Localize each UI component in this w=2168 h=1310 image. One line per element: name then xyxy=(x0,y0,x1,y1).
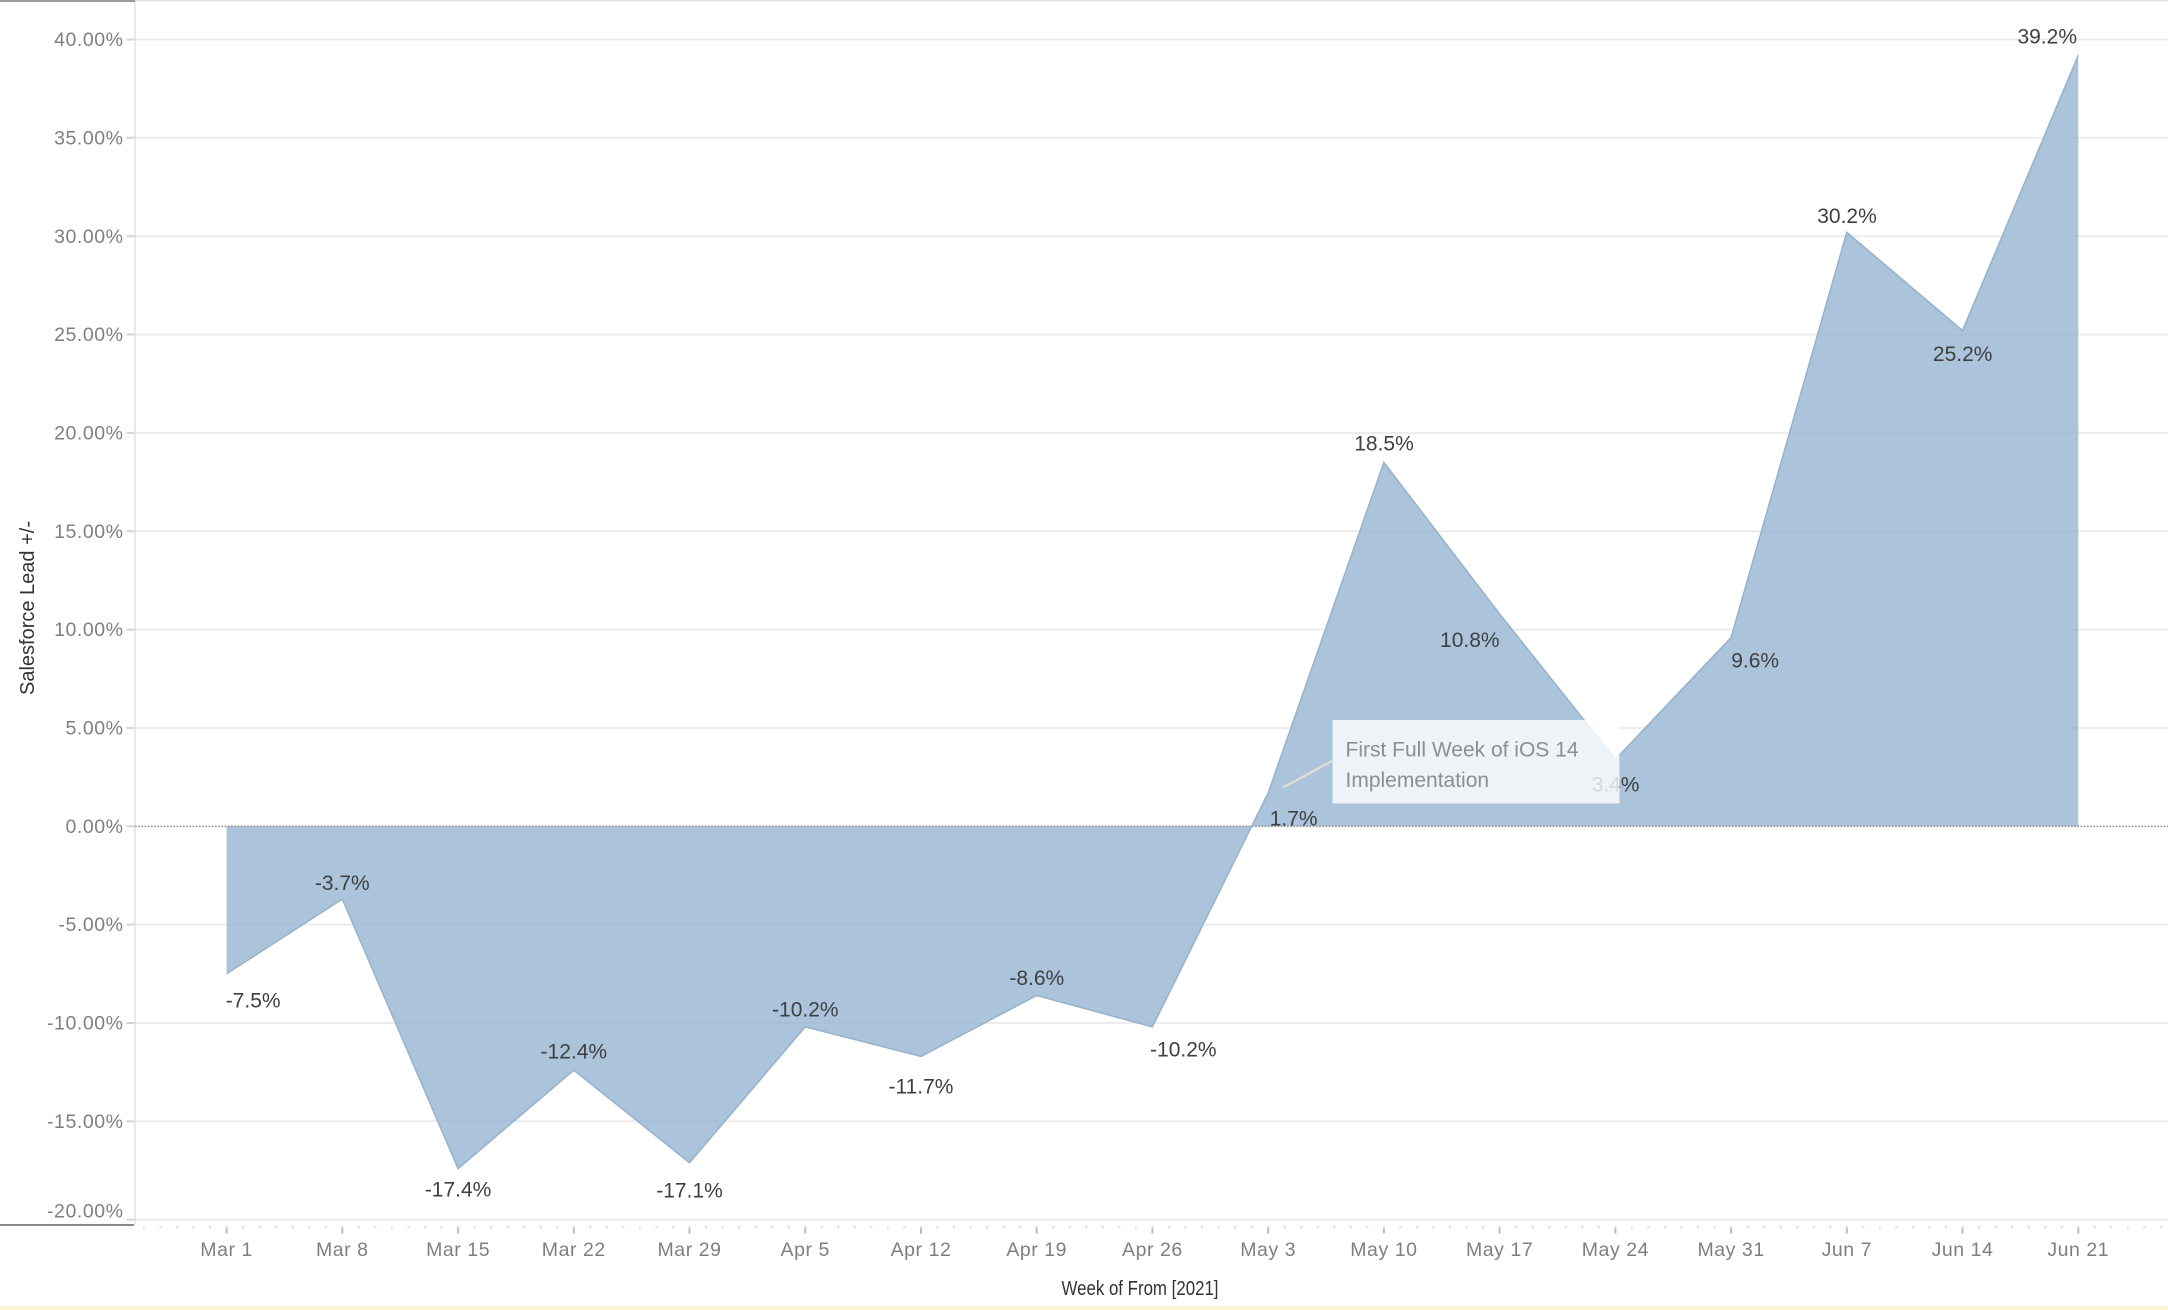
svg-text:-20.00%: -20.00% xyxy=(47,1201,123,1223)
svg-text:-11.7%: -11.7% xyxy=(889,1076,954,1099)
svg-text:May 17: May 17 xyxy=(1466,1239,1533,1261)
svg-text:30.00%: 30.00% xyxy=(54,226,123,248)
svg-text:-17.4%: -17.4% xyxy=(425,1179,492,1202)
svg-text:-10.2%: -10.2% xyxy=(1150,1038,1217,1061)
svg-text:Implementation: Implementation xyxy=(1346,769,1490,792)
svg-text:39.2%: 39.2% xyxy=(2017,25,2077,48)
svg-text:20.00%: 20.00% xyxy=(54,423,123,445)
svg-text:9.6%: 9.6% xyxy=(1731,649,1779,672)
svg-text:35.00%: 35.00% xyxy=(54,127,123,149)
svg-text:May 24: May 24 xyxy=(1582,1239,1649,1261)
svg-text:Mar 22: Mar 22 xyxy=(542,1239,606,1261)
svg-text:18.5%: 18.5% xyxy=(1354,432,1414,455)
svg-text:Salesforce Lead +/-: Salesforce Lead +/- xyxy=(17,521,39,695)
svg-text:10.00%: 10.00% xyxy=(54,619,123,641)
svg-text:30.2%: 30.2% xyxy=(1817,205,1877,228)
svg-text:Week of From [2021]: Week of From [2021] xyxy=(1062,1278,1219,1300)
svg-text:Jun 7: Jun 7 xyxy=(1822,1239,1872,1261)
svg-text:-10.2%: -10.2% xyxy=(772,998,839,1021)
svg-text:-17.1%: -17.1% xyxy=(656,1180,723,1203)
svg-text:-8.6%: -8.6% xyxy=(1009,967,1064,990)
svg-text:Apr 5: Apr 5 xyxy=(781,1239,830,1261)
svg-text:5.00%: 5.00% xyxy=(65,718,123,740)
svg-text:First Full Week of iOS 14: First Full Week of iOS 14 xyxy=(1346,738,1579,761)
svg-text:Mar 29: Mar 29 xyxy=(658,1239,722,1261)
svg-text:May 31: May 31 xyxy=(1697,1239,1764,1261)
svg-text:Apr 19: Apr 19 xyxy=(1006,1239,1067,1261)
svg-text:10.8%: 10.8% xyxy=(1440,629,1500,652)
svg-text:-3.7%: -3.7% xyxy=(315,872,370,895)
svg-text:Mar 8: Mar 8 xyxy=(316,1239,369,1261)
svg-text:25.2%: 25.2% xyxy=(1933,343,1993,366)
svg-text:-10.00%: -10.00% xyxy=(47,1013,123,1035)
svg-text:May 10: May 10 xyxy=(1350,1239,1417,1261)
svg-text:Apr 12: Apr 12 xyxy=(891,1239,952,1261)
svg-text:-7.5%: -7.5% xyxy=(226,990,281,1013)
svg-text:Mar 1: Mar 1 xyxy=(200,1239,253,1261)
svg-text:Jun 21: Jun 21 xyxy=(2047,1239,2109,1261)
svg-text:-12.4%: -12.4% xyxy=(541,1040,608,1063)
svg-text:-5.00%: -5.00% xyxy=(58,914,123,936)
svg-text:-15.00%: -15.00% xyxy=(47,1111,123,1133)
svg-text:1.7%: 1.7% xyxy=(1270,808,1318,831)
svg-text:25.00%: 25.00% xyxy=(54,324,123,346)
svg-text:0.00%: 0.00% xyxy=(65,816,123,838)
svg-text:15.00%: 15.00% xyxy=(54,521,123,543)
svg-text:40.00%: 40.00% xyxy=(54,29,123,51)
svg-text:Jun 14: Jun 14 xyxy=(1932,1239,1994,1261)
svg-text:May 3: May 3 xyxy=(1240,1239,1296,1261)
svg-text:Mar 15: Mar 15 xyxy=(426,1239,490,1261)
svg-text:Apr 26: Apr 26 xyxy=(1122,1239,1183,1261)
